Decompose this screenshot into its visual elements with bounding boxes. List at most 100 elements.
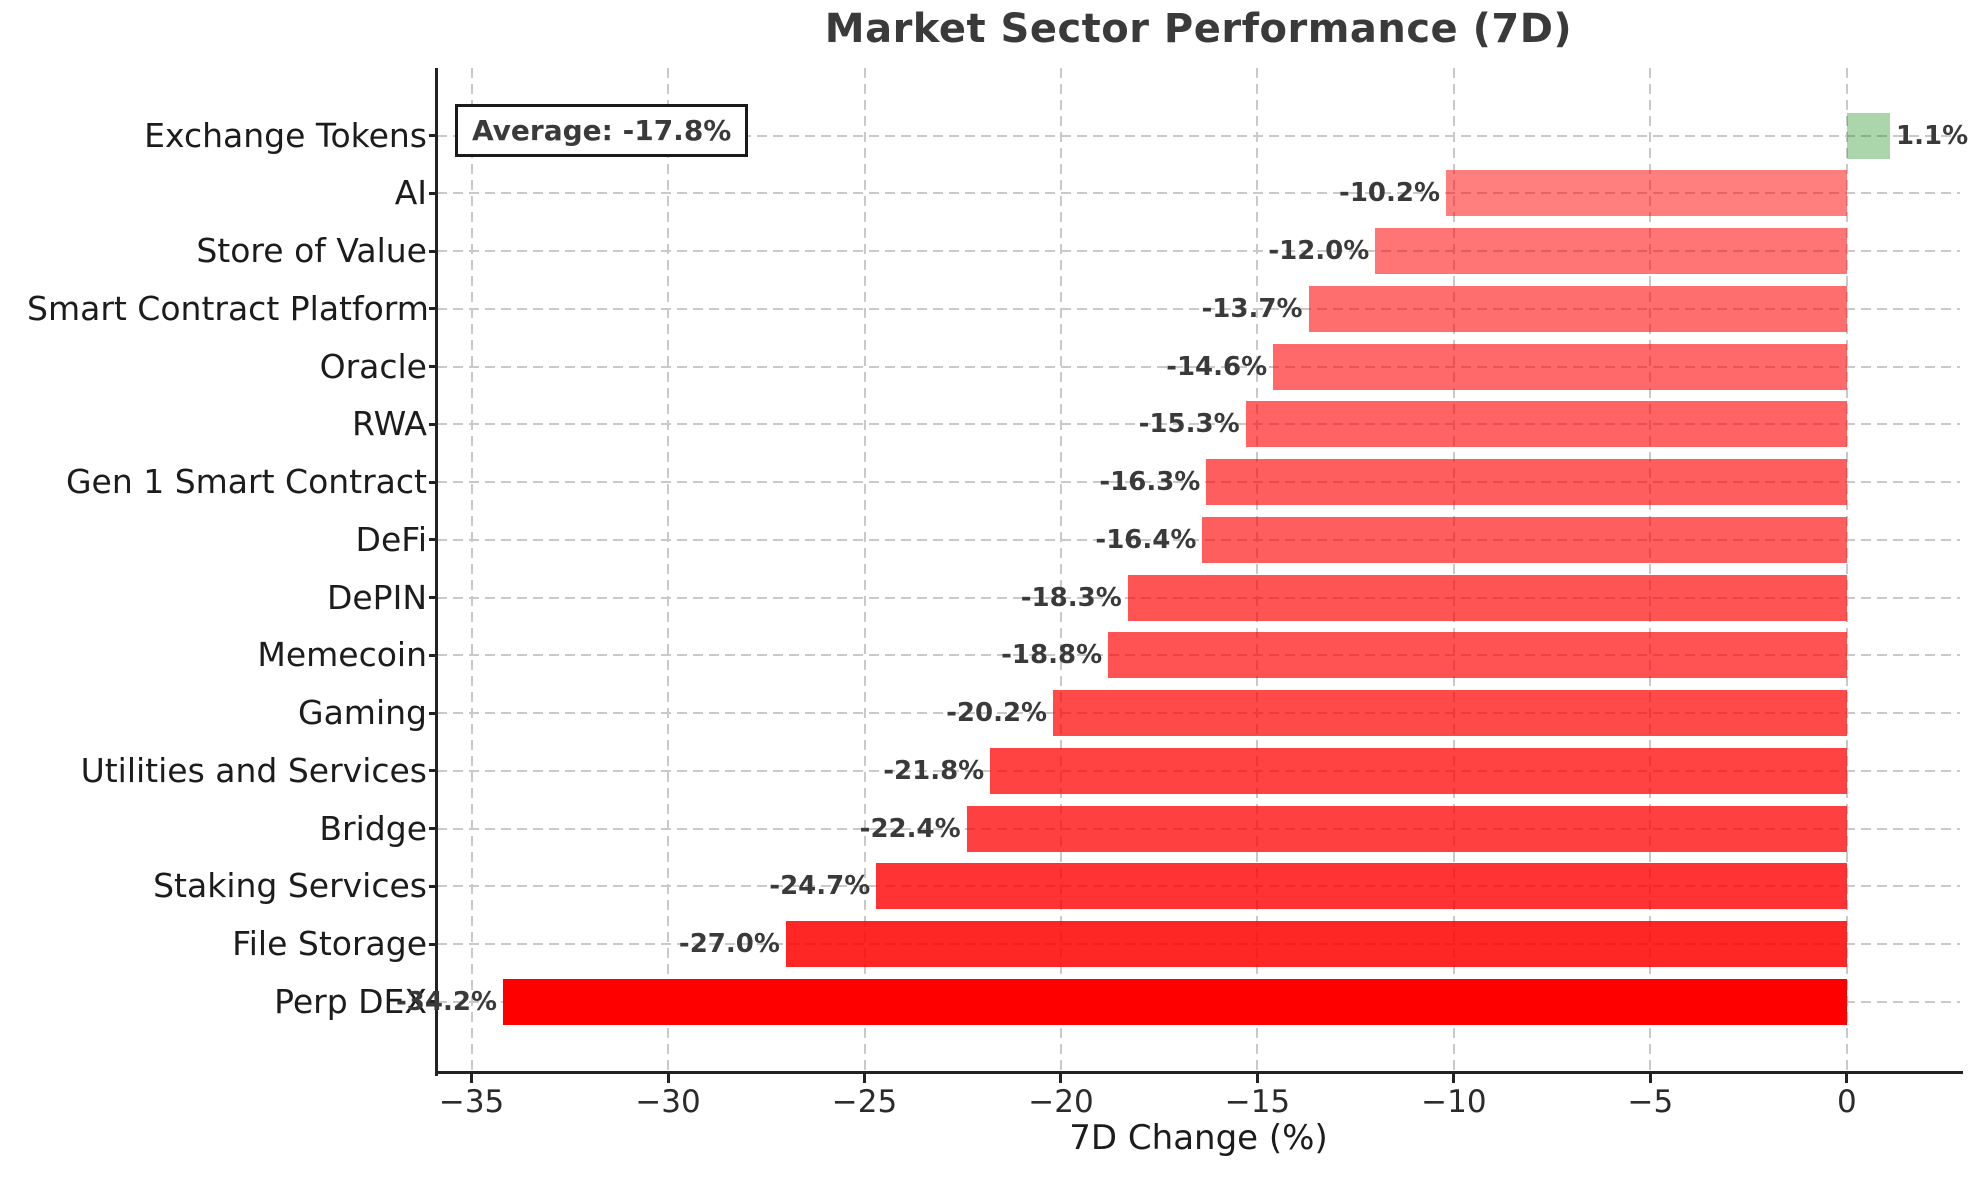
x-tick-mark bbox=[470, 1073, 474, 1083]
category-label: File Storage bbox=[232, 924, 427, 963]
vertical-gridline bbox=[1649, 68, 1652, 1073]
x-tick-mark bbox=[1845, 1073, 1849, 1083]
y-tick-mark bbox=[429, 191, 437, 195]
horizontal-gridline bbox=[437, 307, 1960, 310]
bar-value-label: -15.3% bbox=[1138, 409, 1240, 440]
category-label: Staking Services bbox=[153, 866, 427, 906]
bar bbox=[1446, 170, 1847, 217]
category-label: Oracle bbox=[319, 346, 427, 386]
bar bbox=[1127, 574, 1847, 621]
chart-title: Market Sector Performance (7D) bbox=[824, 6, 1573, 52]
vertical-gridline bbox=[1256, 68, 1259, 1073]
bar-value-label: -13.7% bbox=[1201, 293, 1303, 324]
x-tick-label: −25 bbox=[831, 1084, 898, 1120]
x-tick-mark bbox=[863, 1073, 866, 1083]
x-tick-label: −5 bbox=[1627, 1084, 1674, 1120]
x-tick-mark bbox=[1452, 1073, 1456, 1083]
bar bbox=[1273, 343, 1847, 390]
x-tick-mark bbox=[1059, 1073, 1063, 1083]
bar bbox=[876, 863, 1847, 910]
vertical-gridline bbox=[470, 68, 473, 1073]
x-tick-label: −10 bbox=[1421, 1084, 1487, 1120]
bar-value-label: -16.3% bbox=[1099, 467, 1201, 497]
bar-value-label: -20.2% bbox=[946, 698, 1048, 728]
x-axis-spine bbox=[435, 1071, 1963, 1074]
y-tick-mark bbox=[429, 307, 437, 311]
category-label: Gen 1 Smart Contract bbox=[65, 462, 427, 501]
horizontal-gridline bbox=[437, 365, 1960, 368]
horizontal-gridline bbox=[437, 481, 1960, 483]
bar-value-label: -10.2% bbox=[1339, 178, 1441, 209]
vertical-gridline bbox=[1845, 68, 1848, 1073]
y-tick-mark bbox=[429, 480, 437, 484]
x-axis-label: 7D Change (%) bbox=[1069, 1118, 1328, 1158]
category-label: DeFi bbox=[355, 519, 427, 559]
average-annotation: Average: -17.8% bbox=[455, 104, 749, 157]
bar-value-label: -18.3% bbox=[1020, 582, 1122, 613]
x-tick-mark bbox=[1255, 1073, 1259, 1083]
bar bbox=[503, 978, 1847, 1025]
category-label: Bridge bbox=[319, 808, 427, 848]
horizontal-gridline bbox=[437, 423, 1960, 426]
bar-value-label: -21.8% bbox=[883, 755, 985, 786]
bar bbox=[966, 805, 1847, 852]
x-tick-label: −20 bbox=[1028, 1084, 1094, 1120]
bar-value-label: -18.8% bbox=[1001, 640, 1103, 671]
y-tick-mark bbox=[429, 249, 437, 253]
vertical-gridline bbox=[1059, 68, 1062, 1073]
category-label: Exchange Tokens bbox=[144, 115, 427, 155]
y-tick-mark bbox=[429, 134, 437, 137]
bar-value-label: -24.7% bbox=[769, 871, 871, 902]
bar-value-label: -27.0% bbox=[678, 929, 780, 959]
category-label: Store of Value bbox=[196, 231, 427, 270]
bar bbox=[990, 747, 1847, 794]
bar bbox=[1846, 112, 1891, 159]
y-tick-mark bbox=[429, 827, 437, 830]
category-label: RWA bbox=[352, 404, 427, 444]
horizontal-gridline bbox=[437, 134, 1960, 137]
y-tick-mark bbox=[429, 942, 437, 946]
y-tick-mark bbox=[429, 711, 437, 715]
category-label: Perp DEX bbox=[274, 981, 427, 1021]
bar bbox=[1202, 516, 1847, 563]
bar-value-label: -16.4% bbox=[1095, 524, 1197, 555]
x-tick-mark bbox=[1648, 1073, 1652, 1083]
bar-value-label: -34.2% bbox=[396, 986, 497, 1017]
x-tick-mark bbox=[666, 1073, 670, 1083]
y-axis-spine bbox=[435, 68, 438, 1076]
horizontal-gridline bbox=[437, 250, 1960, 252]
category-label: Memecoin bbox=[257, 635, 427, 675]
vertical-gridline bbox=[863, 68, 866, 1073]
bar bbox=[1375, 228, 1847, 274]
vertical-gridline bbox=[667, 68, 670, 1073]
category-label: DePIN bbox=[326, 577, 427, 617]
category-label: AI bbox=[394, 173, 427, 213]
y-tick-mark bbox=[429, 653, 437, 657]
x-tick-label: −30 bbox=[635, 1084, 701, 1120]
y-tick-mark bbox=[429, 769, 437, 773]
x-tick-label: −15 bbox=[1224, 1084, 1291, 1120]
category-label: Gaming bbox=[298, 693, 427, 732]
category-label: Utilities and Services bbox=[80, 750, 427, 790]
bar bbox=[1245, 401, 1847, 448]
category-label: Smart Contract Platform bbox=[27, 288, 429, 328]
bar-value-label: 1.1% bbox=[1896, 120, 1969, 151]
bar-value-label: -14.6% bbox=[1166, 351, 1268, 382]
bar bbox=[1308, 285, 1847, 332]
y-tick-mark bbox=[429, 538, 437, 542]
horizontal-gridline bbox=[437, 192, 1960, 195]
bar bbox=[1206, 459, 1847, 505]
bar-value-label: -22.4% bbox=[859, 813, 961, 844]
y-tick-mark bbox=[429, 884, 437, 888]
y-tick-mark bbox=[429, 596, 437, 599]
bar bbox=[785, 921, 1847, 967]
bar bbox=[1053, 690, 1847, 736]
vertical-gridline bbox=[1452, 68, 1455, 1073]
x-tick-label: 0 bbox=[1836, 1084, 1857, 1120]
y-tick-mark bbox=[429, 1000, 437, 1004]
horizontal-gridline bbox=[437, 538, 1960, 541]
bar bbox=[1108, 632, 1847, 679]
x-tick-label: −35 bbox=[438, 1084, 505, 1120]
y-tick-mark bbox=[429, 422, 437, 426]
